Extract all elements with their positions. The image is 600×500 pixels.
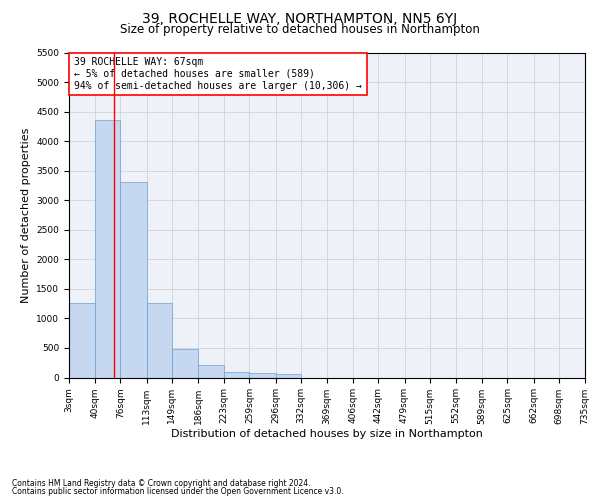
Bar xyxy=(198,364,224,378)
Bar xyxy=(121,182,146,378)
Bar xyxy=(250,373,275,378)
Bar xyxy=(95,120,121,378)
Text: Contains public sector information licensed under the Open Government Licence v3: Contains public sector information licen… xyxy=(12,487,344,496)
Bar xyxy=(146,303,172,378)
X-axis label: Distribution of detached houses by size in Northampton: Distribution of detached houses by size … xyxy=(171,429,483,439)
Text: Contains HM Land Registry data © Crown copyright and database right 2024.: Contains HM Land Registry data © Crown c… xyxy=(12,478,311,488)
Bar xyxy=(275,374,301,378)
Bar xyxy=(172,348,198,378)
Bar xyxy=(69,303,95,378)
Y-axis label: Number of detached properties: Number of detached properties xyxy=(21,128,31,302)
Text: 39 ROCHELLE WAY: 67sqm
← 5% of detached houses are smaller (589)
94% of semi-det: 39 ROCHELLE WAY: 67sqm ← 5% of detached … xyxy=(74,58,362,90)
Bar xyxy=(224,372,250,378)
Text: 39, ROCHELLE WAY, NORTHAMPTON, NN5 6YJ: 39, ROCHELLE WAY, NORTHAMPTON, NN5 6YJ xyxy=(142,12,458,26)
Text: Size of property relative to detached houses in Northampton: Size of property relative to detached ho… xyxy=(120,22,480,36)
